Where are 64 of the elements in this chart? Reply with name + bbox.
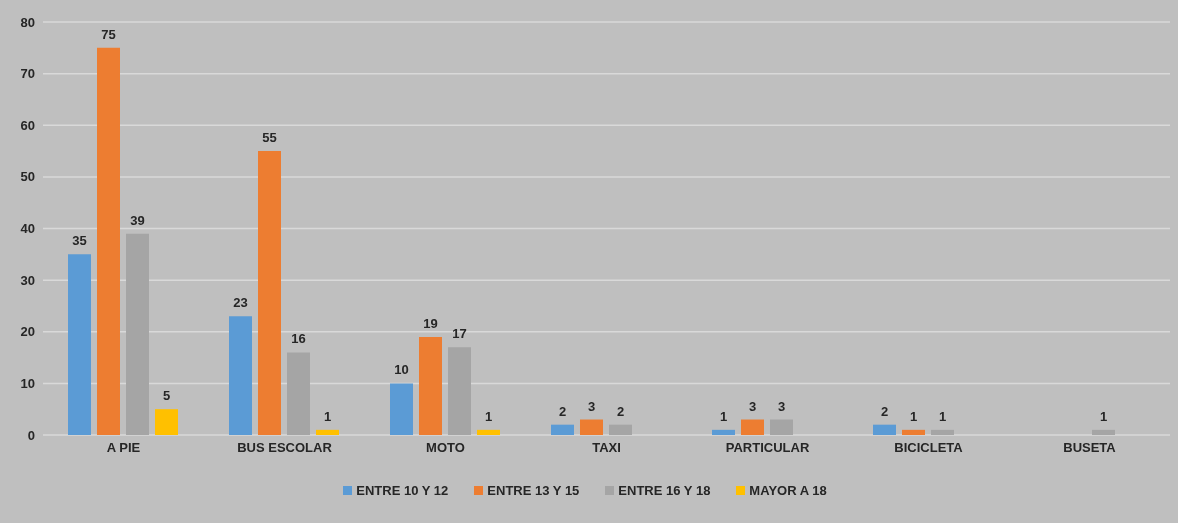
bar (551, 424, 574, 435)
y-tick-label: 40 (20, 221, 35, 237)
x-tick-label: BUSETA (1063, 440, 1117, 456)
x-tick-label: MOTO (426, 440, 465, 456)
bar (580, 419, 603, 435)
bar (68, 254, 91, 435)
data-label: 75 (101, 26, 116, 42)
data-label: 5 (162, 388, 171, 404)
data-label: 2 (880, 403, 889, 419)
bar (287, 352, 310, 435)
bar (419, 336, 442, 435)
legend-label: ENTRE 13 Y 15 (487, 482, 580, 498)
data-label: 2 (558, 403, 567, 419)
bar (770, 419, 793, 435)
data-label: 35 (72, 233, 87, 249)
data-label: 3 (748, 398, 757, 414)
bar (902, 429, 925, 435)
data-label: 19 (423, 315, 438, 331)
bar (258, 151, 281, 435)
y-tick-label: 80 (20, 14, 35, 30)
data-label: 39 (130, 212, 145, 228)
data-label: 2 (616, 403, 625, 419)
y-tick-label: 30 (20, 272, 35, 288)
bar (1092, 429, 1115, 435)
x-tick-label: PARTICULAR (725, 440, 810, 456)
bar (229, 316, 252, 435)
data-label: 23 (233, 295, 248, 311)
legend-label: ENTRE 10 Y 12 (356, 482, 449, 498)
bar (931, 429, 954, 435)
data-label: 1 (909, 408, 918, 424)
data-label: 1 (323, 408, 332, 424)
legend-label: MAYOR A 18 (749, 482, 827, 498)
bar (97, 47, 120, 435)
legend-label: ENTRE 16 Y 18 (618, 482, 711, 498)
bar (873, 424, 896, 435)
y-tick-label: 10 (20, 375, 35, 391)
data-label: 1 (1099, 408, 1108, 424)
y-tick-label: 0 (27, 427, 35, 443)
bar (155, 409, 178, 435)
bar (390, 383, 413, 435)
bar (741, 419, 764, 435)
bar (316, 429, 339, 435)
data-label: 17 (452, 326, 467, 342)
bar (477, 429, 500, 435)
x-tick-label: A PIE (106, 440, 141, 456)
y-tick-label: 70 (20, 66, 35, 82)
data-label: 55 (262, 130, 277, 146)
data-label: 1 (484, 408, 493, 424)
bar (609, 424, 632, 435)
data-label: 1 (938, 408, 947, 424)
data-label: 10 (394, 362, 409, 378)
bar (448, 347, 471, 435)
x-tick-label: TAXI (592, 440, 621, 456)
data-label: 3 (587, 398, 596, 414)
y-tick-label: 20 (20, 324, 35, 340)
y-tick-label: 50 (20, 169, 35, 185)
x-tick-label: BUS ESCOLAR (237, 440, 333, 456)
data-label: 1 (719, 408, 728, 424)
bar (126, 233, 149, 435)
bar (712, 429, 735, 435)
y-tick-label: 60 (20, 117, 35, 133)
data-label: 3 (777, 398, 786, 414)
data-label: 16 (291, 331, 306, 347)
x-tick-label: BICICLETA (894, 440, 964, 456)
